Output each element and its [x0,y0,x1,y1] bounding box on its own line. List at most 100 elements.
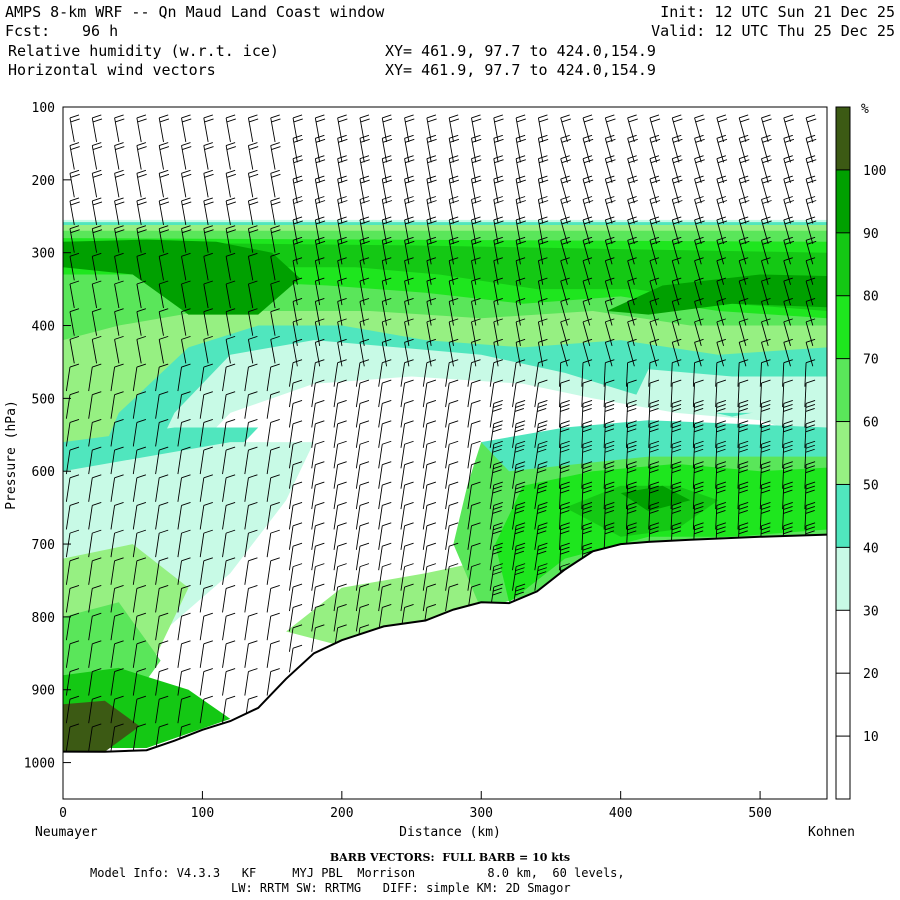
barb-flag [582,530,592,535]
barb-staff [359,321,365,346]
barb-flag [359,542,370,547]
barb-staff [65,505,71,530]
barb-flag [293,179,303,184]
wind-barb [288,563,303,591]
barb-flag [582,489,592,494]
barb-flag [359,583,370,588]
barb-flag [694,469,704,474]
barb-staff [467,362,472,387]
barb-flag [493,502,503,506]
wind-barb [761,257,771,285]
wind-barb [782,359,793,387]
barb-flag [136,585,147,589]
barb-staff [355,423,361,448]
wind-barb [222,446,236,475]
wind-barb [604,196,616,224]
barb-flag [515,400,526,404]
barb-flag [203,529,213,534]
barb-flag [783,318,793,323]
wind-barb [158,169,170,198]
barb-flag [293,138,303,143]
wind-barb [177,363,191,392]
barb-flag [338,118,348,123]
barb-flag [271,201,281,206]
barb-staff [378,546,383,571]
barb-flag [560,359,570,364]
barb-flag [337,277,347,282]
wind-barb [381,196,393,224]
barb-flag [493,404,503,408]
barb-flag [225,335,236,340]
wind-barb [560,257,570,285]
rh-region [620,485,691,512]
barb-staff [738,280,747,306]
barb-staff [266,533,272,558]
barb-flag [359,603,370,608]
barb-flag [114,225,124,230]
barb-staff [270,311,276,336]
barb-flag [136,446,147,451]
barb-flag [582,481,593,486]
barb-flag [606,138,616,143]
wind-barb [333,400,347,428]
barb-staff [582,280,591,306]
wind-barb [292,236,303,265]
barb-staff [534,362,539,387]
barb-flag [115,173,125,178]
barb-flag [92,474,102,479]
wind-barb [537,155,549,183]
barb-flag [382,461,392,466]
barb-staff [422,444,428,469]
wind-barb [648,440,660,469]
wind-barb [404,236,415,265]
barb-flag [359,277,370,282]
barb-flag [740,118,750,123]
wind-barb [422,440,437,469]
barb-flag [159,474,169,479]
barb-flag [694,506,704,510]
barb-flag [582,506,592,510]
barb-flag [225,557,236,562]
barb-staff [355,464,361,489]
wind-barb [110,557,124,585]
barb-flag [514,510,525,514]
barb-staff [244,505,249,530]
barb-flag [181,169,191,174]
wind-barb [534,563,548,591]
wind-barb [670,440,682,469]
wind-barb [559,440,570,469]
barb-flag [69,169,80,174]
barb-staff [426,321,432,346]
barb-staff [88,533,93,558]
barb-flag [292,420,303,425]
barb-flag [716,481,727,486]
barb-staff [199,533,205,558]
wind-barb [493,155,504,183]
wind-barb [225,114,236,143]
barb-staff [537,281,544,306]
wind-barb [288,583,303,612]
barb-flag [649,196,660,200]
barb-flag [537,485,547,490]
barb-flag [805,444,816,449]
barb-flag [515,338,526,343]
barb-flag [761,114,771,119]
wind-barb [783,134,795,163]
barb-flag [739,196,749,200]
barb-flag [537,550,547,555]
barb-flag [538,159,549,164]
wind-barb [158,225,170,253]
wind-barb [448,196,460,224]
barb-flag [650,200,661,204]
wind-barb [136,335,147,364]
wind-barb [244,363,258,392]
barb-flag [471,400,481,404]
barb-staff [132,394,138,419]
barb-flag [515,587,525,592]
barb-staff [333,566,339,591]
wind-barb [805,175,817,204]
barb-flag [293,220,303,225]
barb-staff [759,464,762,489]
barb-flag [649,155,660,160]
barb-flag [538,420,548,425]
